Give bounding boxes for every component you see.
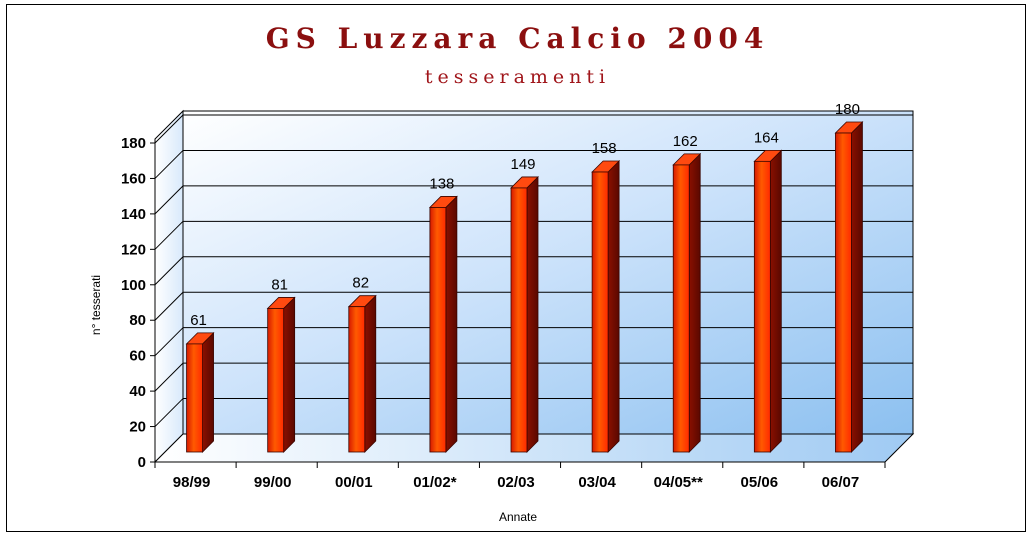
gridline-side xyxy=(154,398,184,427)
y-tick-label: 40 xyxy=(129,383,146,400)
x-tick-label: 06/07 xyxy=(822,474,860,491)
data-label: 138 xyxy=(429,175,454,192)
bar-side xyxy=(283,296,296,453)
bar-side xyxy=(364,294,377,453)
data-label: 180 xyxy=(835,101,860,118)
gridline-side xyxy=(154,291,184,321)
y-tick-label: 140 xyxy=(121,206,146,223)
gridline-side xyxy=(154,327,184,357)
y-tick-label: 180 xyxy=(121,135,146,152)
bar-side xyxy=(202,331,214,453)
data-label: 162 xyxy=(673,133,698,150)
data-label: 61 xyxy=(190,312,207,329)
data-label: 81 xyxy=(271,276,288,293)
chart-subtitle: tesseramenti xyxy=(424,66,611,88)
bar xyxy=(835,132,852,453)
x-tick-label: 98/99 xyxy=(173,474,211,491)
y-tick-label: 60 xyxy=(129,348,146,365)
y-tick-label: 20 xyxy=(129,419,146,436)
chart-title: GS Luzzara Calcio 2004 xyxy=(265,22,770,55)
bar-side xyxy=(769,149,782,453)
gridline-side xyxy=(154,150,184,179)
data-label: 149 xyxy=(510,156,535,173)
y-tick-label: 120 xyxy=(121,241,146,258)
gridline-side xyxy=(154,362,184,392)
bar-side xyxy=(526,175,539,453)
x-tick-label: 03/04 xyxy=(578,474,616,491)
bar-side xyxy=(851,121,863,453)
gridline-side xyxy=(154,256,184,286)
bar xyxy=(510,187,528,453)
bar xyxy=(591,171,609,453)
y-axis-title: n° tesserati xyxy=(89,275,103,335)
bar xyxy=(186,343,203,453)
bar xyxy=(753,160,771,453)
data-label: 82 xyxy=(352,275,369,292)
bar xyxy=(429,207,447,453)
x-tick-label: 01/02* xyxy=(413,474,457,491)
bar-side xyxy=(688,152,701,453)
gridline-side xyxy=(154,114,184,144)
data-label: 164 xyxy=(754,129,779,146)
x-tick-label: 99/00 xyxy=(254,474,292,491)
x-axis-title: Annate xyxy=(499,510,537,524)
x-tick-label: 04/05** xyxy=(654,474,703,491)
bar-side xyxy=(607,160,620,453)
gridline-side xyxy=(154,220,184,250)
bar xyxy=(672,164,690,453)
plot-area: 0 20 40 60 80 100 120 140 160 180 61 98/99 81 99/00 82… xyxy=(121,101,915,491)
y-tick-label: 0 xyxy=(138,454,146,471)
gridline-side xyxy=(154,185,184,215)
bar-side xyxy=(445,195,458,453)
y-tick-label: 80 xyxy=(129,312,146,329)
x-tick-label: 00/01 xyxy=(335,474,373,491)
bar xyxy=(348,306,366,453)
data-label: 158 xyxy=(592,140,617,157)
x-tick-label: 05/06 xyxy=(741,474,779,491)
y-tick-label: 160 xyxy=(121,170,146,187)
side-wall xyxy=(154,109,184,464)
x-tick-label: 02/03 xyxy=(497,474,535,491)
bar xyxy=(267,308,285,453)
y-tick-label: 100 xyxy=(121,277,146,294)
